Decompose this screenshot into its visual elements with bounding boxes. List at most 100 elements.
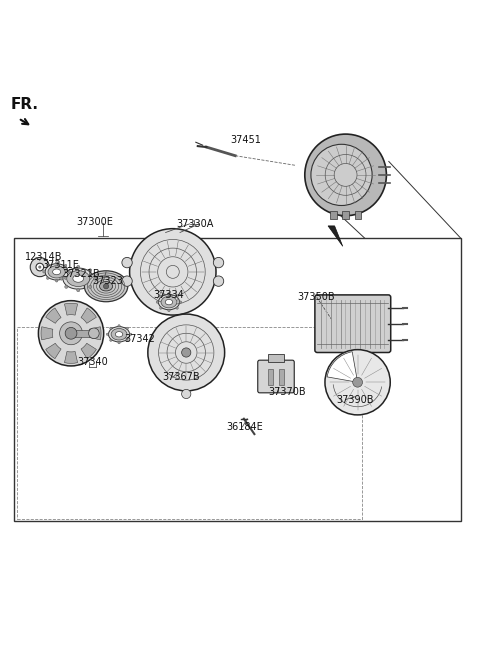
Wedge shape	[46, 308, 61, 323]
Bar	[267, 369, 273, 385]
Text: 37323: 37323	[93, 277, 123, 286]
Ellipse shape	[115, 332, 123, 337]
Circle shape	[94, 277, 97, 280]
Circle shape	[122, 258, 132, 268]
Wedge shape	[89, 327, 101, 340]
Circle shape	[176, 295, 179, 297]
Circle shape	[47, 264, 49, 267]
Wedge shape	[327, 351, 358, 382]
Text: 37330A: 37330A	[177, 219, 214, 229]
Wedge shape	[81, 308, 96, 323]
Circle shape	[60, 322, 83, 345]
Circle shape	[168, 292, 170, 295]
Circle shape	[43, 271, 45, 273]
Circle shape	[156, 301, 158, 304]
Circle shape	[104, 284, 108, 289]
Bar	[355, 211, 361, 219]
Circle shape	[36, 263, 44, 271]
Circle shape	[65, 285, 68, 288]
Ellipse shape	[165, 300, 173, 305]
Ellipse shape	[108, 327, 130, 342]
Circle shape	[89, 269, 92, 272]
Circle shape	[55, 261, 58, 264]
Circle shape	[118, 325, 120, 327]
Bar	[279, 369, 285, 385]
Circle shape	[65, 327, 77, 339]
Text: 37390B: 37390B	[336, 395, 373, 405]
Circle shape	[64, 264, 67, 267]
Text: 37370B: 37370B	[268, 387, 305, 397]
Bar	[268, 354, 284, 362]
Circle shape	[89, 285, 92, 288]
Circle shape	[109, 327, 112, 329]
Circle shape	[168, 309, 170, 311]
Circle shape	[64, 277, 67, 279]
Circle shape	[77, 288, 80, 292]
Ellipse shape	[158, 294, 180, 310]
Circle shape	[122, 276, 132, 286]
Text: 37350B: 37350B	[298, 292, 335, 302]
Text: 37340: 37340	[78, 357, 108, 367]
Circle shape	[353, 377, 362, 387]
Wedge shape	[64, 351, 78, 363]
Polygon shape	[328, 226, 343, 246]
Circle shape	[213, 276, 224, 286]
Circle shape	[148, 314, 225, 391]
Circle shape	[325, 350, 390, 415]
Bar	[17, 327, 362, 519]
Circle shape	[38, 301, 104, 366]
Text: 37451: 37451	[230, 135, 261, 145]
Circle shape	[180, 301, 182, 304]
Text: 37367B: 37367B	[162, 373, 200, 382]
Circle shape	[311, 145, 372, 206]
Text: 37342: 37342	[124, 334, 155, 344]
Circle shape	[77, 265, 80, 269]
Bar	[330, 211, 336, 219]
Circle shape	[89, 328, 99, 338]
Wedge shape	[81, 343, 96, 359]
Wedge shape	[46, 343, 61, 359]
Circle shape	[159, 307, 162, 309]
Ellipse shape	[73, 275, 84, 283]
Ellipse shape	[45, 263, 68, 280]
Circle shape	[68, 271, 71, 273]
Circle shape	[65, 269, 68, 272]
Circle shape	[118, 342, 120, 344]
FancyBboxPatch shape	[258, 360, 294, 393]
Ellipse shape	[67, 271, 90, 286]
Circle shape	[130, 229, 216, 315]
Ellipse shape	[111, 328, 127, 340]
Ellipse shape	[63, 268, 94, 289]
Text: 37334: 37334	[154, 290, 184, 300]
Wedge shape	[41, 327, 53, 340]
Circle shape	[213, 258, 224, 268]
Circle shape	[39, 266, 41, 268]
Circle shape	[176, 307, 179, 309]
Circle shape	[60, 277, 63, 280]
Circle shape	[126, 327, 129, 329]
FancyBboxPatch shape	[315, 295, 391, 353]
Text: 37300E: 37300E	[76, 217, 113, 227]
Circle shape	[106, 333, 108, 336]
Circle shape	[55, 280, 58, 282]
Ellipse shape	[99, 282, 113, 291]
Text: FR.: FR.	[11, 97, 38, 112]
Circle shape	[30, 258, 49, 277]
Circle shape	[318, 141, 385, 208]
Circle shape	[126, 339, 129, 342]
Circle shape	[47, 277, 49, 279]
Bar	[342, 211, 349, 219]
Ellipse shape	[48, 265, 65, 278]
Text: 37321B: 37321B	[62, 269, 100, 279]
Bar	[71, 330, 94, 337]
Circle shape	[159, 295, 162, 297]
Circle shape	[181, 390, 191, 399]
Ellipse shape	[84, 271, 128, 302]
Text: 12314B: 12314B	[25, 252, 62, 262]
Circle shape	[181, 348, 191, 357]
Circle shape	[130, 333, 132, 336]
Circle shape	[305, 134, 386, 215]
Circle shape	[109, 339, 112, 342]
Bar	[14, 238, 461, 522]
Text: 37311E: 37311E	[42, 260, 79, 270]
